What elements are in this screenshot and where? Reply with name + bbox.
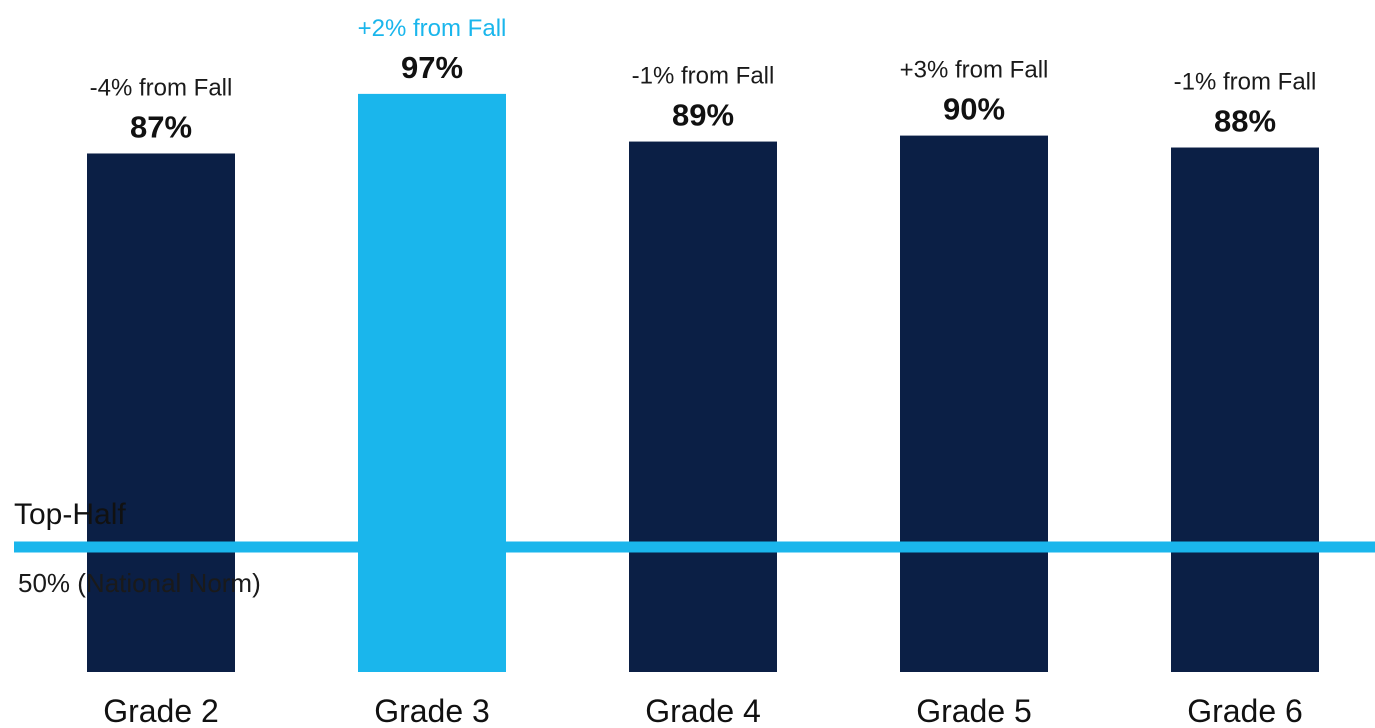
change-label: -1% from Fall bbox=[632, 63, 775, 90]
value-label: 87% bbox=[130, 109, 192, 144]
bar-grade-5 bbox=[900, 135, 1048, 673]
category-label: Grade 6 bbox=[1187, 693, 1303, 728]
change-label: -1% from Fall bbox=[1174, 69, 1317, 96]
change-label: +2% from Fall bbox=[358, 15, 507, 42]
value-label: 90% bbox=[943, 92, 1005, 127]
top-half-label: Top-Half bbox=[14, 498, 126, 531]
change-label: -4% from Fall bbox=[90, 74, 233, 101]
bars-group bbox=[87, 93, 1319, 673]
bar-grade-3 bbox=[358, 93, 506, 672]
category-label: Grade 4 bbox=[645, 693, 761, 728]
category-label: Grade 2 bbox=[103, 693, 219, 728]
bar-grade-2 bbox=[87, 153, 235, 673]
category-label: Grade 5 bbox=[916, 693, 1032, 728]
category-label: Grade 3 bbox=[374, 693, 490, 728]
labels-group: 87% -4% from Fall Grade 2 97% +2% from Fall G… bbox=[90, 15, 1317, 728]
value-label: 89% bbox=[672, 98, 734, 133]
value-label: 88% bbox=[1214, 104, 1276, 139]
bar-grade-6 bbox=[1171, 147, 1319, 672]
value-label: 97% bbox=[401, 50, 463, 85]
bar-grade-4 bbox=[629, 141, 777, 672]
national-norm-label: 50% (National Norm) bbox=[18, 568, 261, 598]
change-label: +3% from Fall bbox=[900, 57, 1049, 84]
